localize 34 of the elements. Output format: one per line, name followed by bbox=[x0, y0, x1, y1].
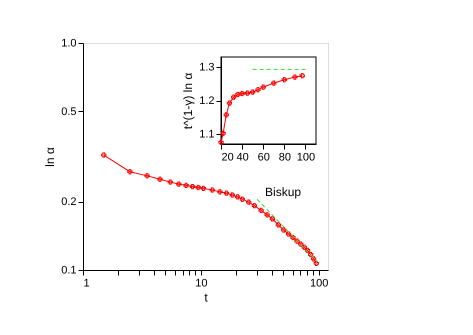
point bbox=[271, 80, 276, 86]
x-tick-label: 100 bbox=[296, 152, 316, 164]
x-tick-label: 40 bbox=[236, 152, 249, 164]
y-axis-title: t^(1-γ) ln α bbox=[181, 72, 196, 130]
x-tick-label: 80 bbox=[278, 152, 291, 164]
point bbox=[226, 100, 232, 106]
point bbox=[239, 90, 245, 96]
point bbox=[300, 73, 305, 78]
y-axis-title: ln α bbox=[43, 147, 58, 167]
point bbox=[244, 90, 250, 96]
point bbox=[231, 94, 236, 100]
y-tick-label: 0.1 bbox=[61, 264, 76, 276]
point bbox=[220, 130, 226, 136]
point bbox=[282, 77, 287, 82]
point bbox=[235, 92, 241, 98]
y-tick-label: 0.2 bbox=[61, 196, 76, 208]
point bbox=[260, 84, 266, 90]
x-tick-label: 20 bbox=[222, 152, 234, 164]
series-label: Biskup bbox=[265, 185, 302, 200]
x-tick-label: 1 bbox=[84, 278, 90, 290]
x-tick-label: 10 bbox=[195, 278, 208, 290]
y-tick-label: 1.3 bbox=[199, 62, 214, 74]
y-tick-label: 0.5 bbox=[61, 106, 76, 118]
point bbox=[218, 140, 224, 145]
y-tick-label: 1.1 bbox=[199, 128, 214, 140]
point bbox=[255, 87, 261, 92]
y-tick-label: 1.0 bbox=[61, 38, 76, 50]
point bbox=[250, 90, 256, 95]
y-tick-label: 1.2 bbox=[199, 95, 214, 107]
x-tick-label: 100 bbox=[310, 278, 328, 290]
point bbox=[292, 74, 298, 80]
point bbox=[224, 112, 229, 118]
x-tick-label: 60 bbox=[258, 152, 270, 164]
x-axis-title: t bbox=[204, 290, 208, 304]
